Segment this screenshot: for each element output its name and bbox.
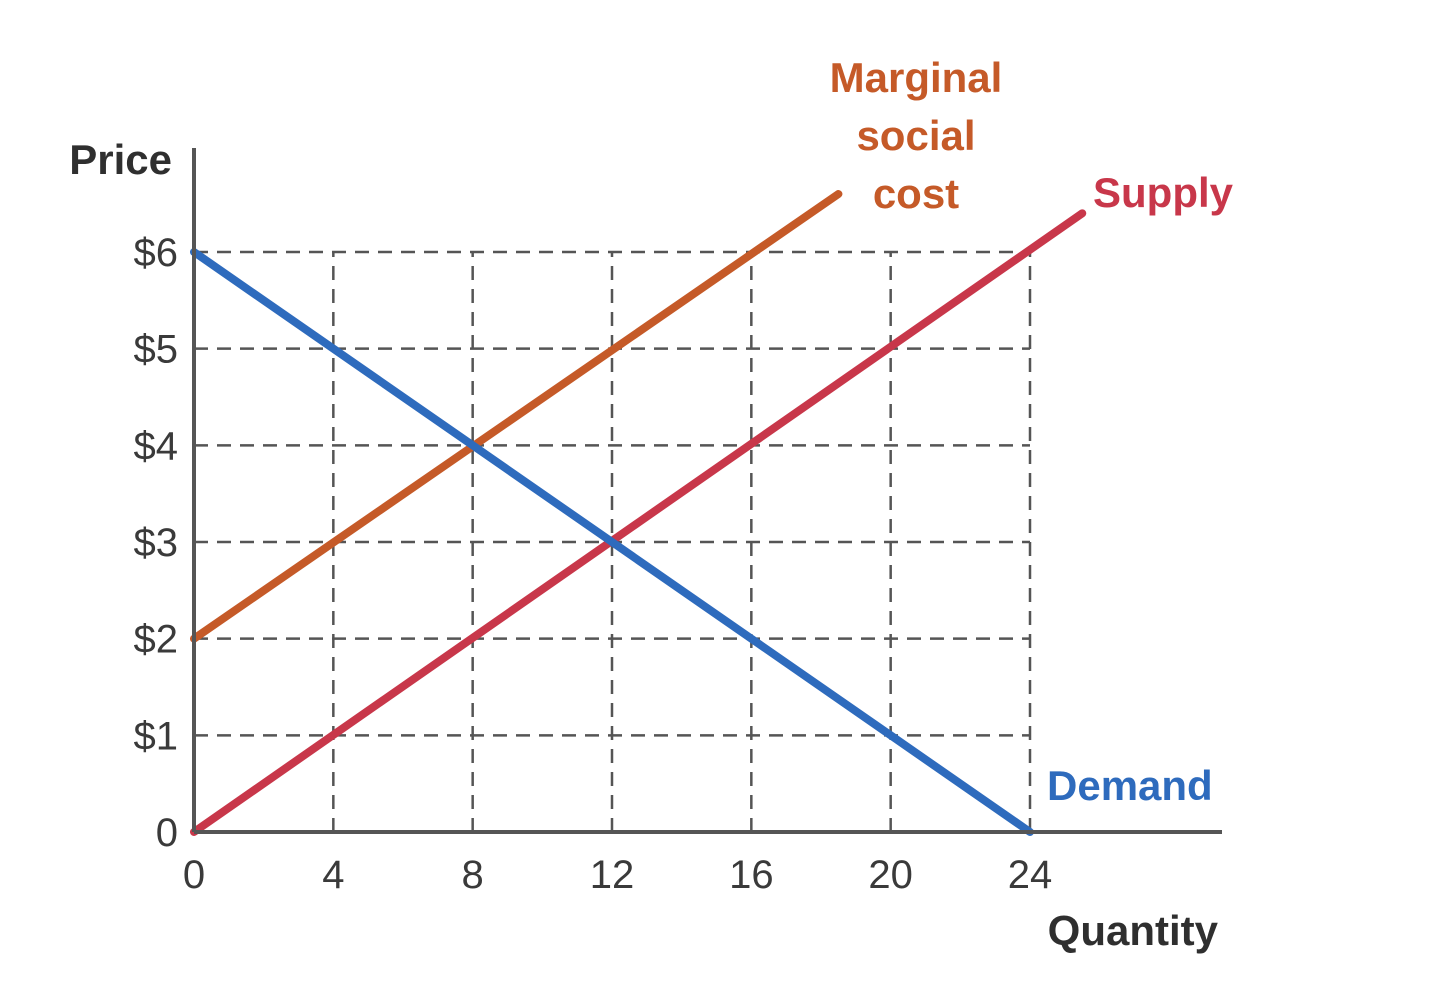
y-tick-label: $5 <box>134 328 179 372</box>
x-tick-label: 0 <box>183 853 205 897</box>
y-axis-title: Price <box>69 136 172 183</box>
x-tick-label: 24 <box>1008 853 1053 897</box>
series-line-1 <box>190 209 1087 836</box>
series-labels: Marginal social cost Supply Demand <box>830 54 1234 809</box>
series-label-line: Marginal <box>830 54 1003 101</box>
series-label-2: Demand <box>1047 762 1213 809</box>
y-tick-label: 0 <box>156 811 178 855</box>
series-line-0 <box>190 190 843 643</box>
series-label-1: Supply <box>1093 169 1234 216</box>
y-tick-label: $2 <box>134 618 179 662</box>
y-tick-label: $4 <box>134 424 179 468</box>
x-tick-label: 8 <box>462 853 484 897</box>
x-tick-label: 4 <box>322 853 344 897</box>
y-tick-label: $1 <box>134 714 179 758</box>
x-tick-label: 12 <box>590 853 635 897</box>
x-tick-label: 20 <box>868 853 913 897</box>
x-axis-title: Quantity <box>1048 907 1219 954</box>
tick-labels: 0 $1 $2 $3 $4 $5 $6 0 4 8 12 16 20 24 <box>134 231 1053 897</box>
y-tick-label: $6 <box>134 231 179 275</box>
series-lines <box>190 190 1087 836</box>
series-label-0: Marginal social cost <box>830 54 1003 217</box>
series-label-line: Demand <box>1047 762 1213 809</box>
y-tick-label: $3 <box>134 521 179 565</box>
x-tick-label: 16 <box>729 853 774 897</box>
series-label-line: cost <box>873 170 959 217</box>
series-line-2 <box>190 248 1034 836</box>
axes: Price Quantity <box>69 136 1222 954</box>
series-label-line: social <box>856 112 975 159</box>
series-label-line: Supply <box>1093 169 1234 216</box>
